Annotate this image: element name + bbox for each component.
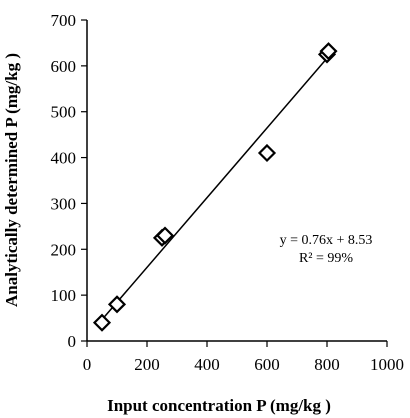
y-tick-label: 700 [51,11,77,30]
y-tick-label: 300 [51,194,77,213]
data-point [257,143,277,163]
y-tick-label: 100 [51,286,77,305]
x-tick-label: 400 [194,355,220,374]
y-tick-label: 0 [68,332,77,351]
equation-label: y = 0.76x + 8.53 [280,233,373,248]
y-tick-label: 400 [51,149,77,168]
x-tick-label: 800 [314,355,340,374]
trendline [98,54,331,324]
x-axis-ticks: 0 200 400 600 800 1000 [83,341,404,374]
data-point [319,42,338,61]
y-tick-label: 500 [51,103,77,122]
r-squared-label: R² = 99% [299,251,353,266]
trendline-group [98,54,331,324]
data-point [92,313,112,332]
y-axis-title: Analytically determined P (mg/kg ) [2,53,21,307]
x-tick-label: 1000 [370,355,404,374]
y-axis-ticks: 0 100 200 300 400 500 600 700 [51,11,87,351]
x-axis-title: Input concentration P (mg/kg ) [107,396,331,415]
x-tick-label: 0 [83,355,92,374]
data-points [92,42,338,332]
data-point [107,295,127,314]
plot-frame [86,20,387,342]
x-tick-label: 600 [254,355,280,374]
data-point [155,226,175,245]
x-tick-label: 200 [134,355,160,374]
y-tick-label: 200 [51,240,77,259]
y-tick-label: 600 [51,57,77,76]
